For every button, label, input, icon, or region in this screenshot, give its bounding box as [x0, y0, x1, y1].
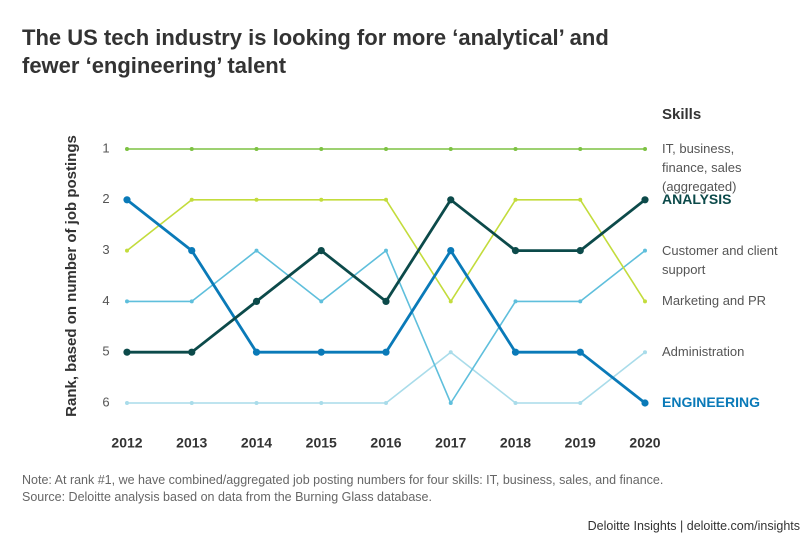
point [513, 401, 518, 405]
point [643, 248, 647, 253]
legend-label: Marketing and PR [662, 293, 767, 309]
legend-label: ENGINEERING [662, 394, 761, 410]
x-tick-label: 2013 [176, 435, 207, 451]
point [254, 401, 259, 405]
series-line [127, 351, 646, 404]
x-tick-label: 2019 [565, 435, 596, 451]
y-tick-label: 6 [102, 394, 109, 409]
point [578, 401, 583, 405]
point [319, 401, 324, 405]
point [125, 401, 129, 405]
x-tick-label: 2016 [370, 435, 401, 451]
point [189, 147, 194, 151]
point [447, 196, 455, 204]
point [511, 247, 520, 255]
point [252, 297, 261, 305]
point [448, 299, 453, 304]
point [125, 248, 129, 253]
chart-title: The US tech industry is looking for more… [22, 25, 609, 78]
point [125, 299, 129, 304]
point [319, 147, 324, 151]
y-tick-label: 3 [102, 242, 109, 257]
point [513, 299, 518, 304]
point [384, 401, 388, 405]
y-tick-label: 2 [102, 191, 109, 206]
point [641, 399, 649, 407]
legend-label: Administration [662, 344, 745, 360]
point [448, 401, 453, 405]
y-tick-label: 5 [102, 344, 109, 359]
x-tick-label: 2017 [435, 435, 466, 451]
source: Source: Deloitte analysis based on data … [22, 490, 432, 504]
legend-label: Customer and client support [662, 242, 778, 277]
point [384, 248, 388, 253]
point [317, 348, 325, 356]
point [254, 197, 259, 202]
point [384, 147, 388, 151]
y-axis-title: Rank, based on number of job postings [63, 135, 80, 417]
x-tick-label: 2014 [241, 435, 272, 451]
point [125, 147, 129, 151]
point [189, 197, 194, 202]
point [188, 348, 196, 356]
point [252, 348, 261, 356]
point [317, 247, 325, 255]
note: Note: At rank #1, we have combined/aggre… [22, 473, 664, 487]
point [123, 348, 131, 356]
y-tick-label: 1 [102, 140, 109, 155]
x-tick-label: 2018 [500, 435, 531, 451]
point [382, 348, 390, 356]
point [643, 350, 647, 355]
point [576, 348, 584, 356]
notes: Note: At rank #1, we have combined/aggre… [22, 472, 663, 506]
x-tick-label: 2015 [306, 435, 337, 451]
legend-label: IT, business, finance, sales (aggregated… [662, 141, 742, 194]
point [319, 197, 324, 202]
point [384, 197, 388, 202]
point [513, 147, 518, 151]
point [382, 297, 390, 305]
point [578, 197, 583, 202]
point [641, 196, 649, 204]
point [254, 147, 259, 151]
point [578, 299, 583, 304]
series-line [127, 198, 646, 354]
x-tick-label: 2012 [111, 435, 142, 451]
y-tick-label: 4 [102, 293, 109, 308]
point [319, 299, 324, 304]
point [123, 196, 131, 204]
point [643, 299, 647, 304]
footer: Deloitte Insights | deloitte.com/insight… [587, 519, 800, 533]
legend-title: Skills [662, 106, 702, 123]
point [448, 147, 453, 151]
point [643, 147, 647, 151]
point [513, 197, 518, 202]
point [511, 348, 520, 356]
legend-label: ANALYSIS [662, 190, 732, 207]
point [188, 247, 196, 255]
point [447, 247, 455, 255]
point [189, 299, 194, 304]
point [448, 350, 453, 355]
point [189, 401, 194, 405]
point [254, 248, 259, 253]
point [576, 247, 584, 255]
x-tick-label: 2020 [629, 435, 660, 451]
point [578, 147, 583, 151]
